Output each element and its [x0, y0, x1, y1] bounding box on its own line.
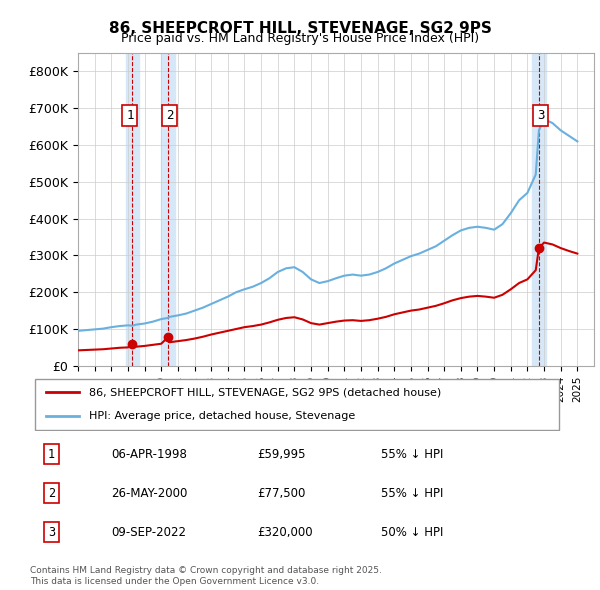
Text: HPI: Average price, detached house, Stevenage: HPI: Average price, detached house, Stev…: [89, 411, 356, 421]
Text: 55% ↓ HPI: 55% ↓ HPI: [381, 487, 443, 500]
Text: 09-SEP-2022: 09-SEP-2022: [111, 526, 186, 539]
Text: 2: 2: [48, 487, 55, 500]
Text: 86, SHEEPCROFT HILL, STEVENAGE, SG2 9PS (detached house): 86, SHEEPCROFT HILL, STEVENAGE, SG2 9PS …: [89, 388, 442, 398]
Text: 3: 3: [537, 109, 544, 122]
Text: 86, SHEEPCROFT HILL, STEVENAGE, SG2 9PS: 86, SHEEPCROFT HILL, STEVENAGE, SG2 9PS: [109, 21, 491, 35]
Text: £59,995: £59,995: [257, 448, 305, 461]
FancyBboxPatch shape: [35, 379, 559, 430]
Text: 3: 3: [48, 526, 55, 539]
Text: Contains HM Land Registry data © Crown copyright and database right 2025.
This d: Contains HM Land Registry data © Crown c…: [30, 566, 382, 586]
Text: 2: 2: [166, 109, 173, 122]
Text: 1: 1: [126, 109, 134, 122]
Bar: [161, 53, 175, 366]
Text: 50% ↓ HPI: 50% ↓ HPI: [381, 526, 443, 539]
Text: 26-MAY-2000: 26-MAY-2000: [111, 487, 187, 500]
Bar: [532, 53, 545, 366]
Text: £320,000: £320,000: [257, 526, 313, 539]
Text: 1: 1: [48, 448, 55, 461]
Text: Price paid vs. HM Land Registry's House Price Index (HPI): Price paid vs. HM Land Registry's House …: [121, 32, 479, 45]
Text: £77,500: £77,500: [257, 487, 305, 500]
Text: 55% ↓ HPI: 55% ↓ HPI: [381, 448, 443, 461]
Bar: [126, 53, 139, 366]
Text: 06-APR-1998: 06-APR-1998: [111, 448, 187, 461]
